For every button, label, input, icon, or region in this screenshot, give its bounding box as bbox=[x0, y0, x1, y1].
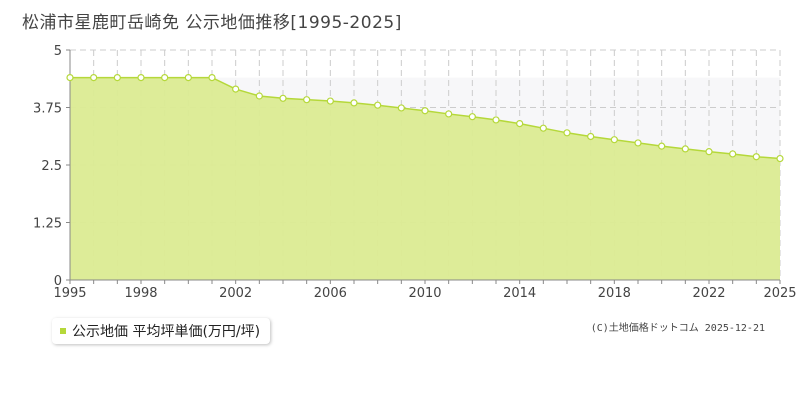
y-tick-label: 1.25 bbox=[33, 217, 62, 232]
x-tick-label: 2018 bbox=[598, 286, 631, 301]
y-tick-label: 0 bbox=[54, 274, 62, 289]
x-tick-label: 1995 bbox=[53, 286, 86, 301]
x-tick-label: 2010 bbox=[408, 286, 441, 301]
data-point bbox=[137, 73, 145, 82]
x-tick-label: 2002 bbox=[219, 286, 252, 301]
x-tick-label: 2006 bbox=[314, 286, 347, 301]
data-point bbox=[516, 119, 524, 128]
data-point bbox=[255, 92, 263, 100]
data-point bbox=[729, 150, 737, 158]
data-point bbox=[161, 73, 169, 82]
data-point bbox=[232, 85, 240, 93]
data-point bbox=[303, 96, 311, 104]
data-point bbox=[374, 101, 382, 109]
legend: 公示地価 平均坪単価(万円/坪) bbox=[52, 318, 271, 344]
data-point bbox=[587, 132, 595, 141]
data-point bbox=[468, 113, 476, 121]
x-tick-label: 1998 bbox=[124, 286, 157, 301]
data-point bbox=[492, 116, 500, 124]
data-point bbox=[563, 129, 571, 137]
y-tick-label: 2.5 bbox=[41, 159, 62, 174]
x-tick-label: 2014 bbox=[503, 286, 536, 301]
data-point bbox=[634, 139, 642, 147]
data-points bbox=[66, 73, 784, 163]
axes bbox=[66, 49, 781, 284]
data-point bbox=[66, 73, 74, 82]
data-point bbox=[705, 148, 713, 156]
y-tick-label: 3.75 bbox=[33, 102, 62, 117]
x-tick-label: 2025 bbox=[763, 286, 796, 301]
data-point bbox=[326, 97, 334, 105]
legend-label: 公示地価 平均坪単価(万円/坪) bbox=[72, 324, 261, 340]
x-tick-label: 2022 bbox=[692, 286, 725, 301]
data-point bbox=[113, 73, 121, 82]
y-tick-label: 5 bbox=[54, 44, 62, 59]
data-point bbox=[681, 145, 689, 153]
data-point bbox=[610, 136, 618, 144]
data-point bbox=[397, 104, 405, 112]
data-point bbox=[279, 94, 287, 102]
data-point bbox=[421, 107, 429, 115]
data-point bbox=[90, 73, 98, 82]
data-point bbox=[445, 110, 453, 118]
credit-text: (C)土地価格ドットコム 2025-12-21 bbox=[590, 323, 765, 334]
area-fill bbox=[70, 77, 780, 280]
chart-title: 松浦市星鹿町岳崎免 公示地価推移[1995-2025] bbox=[22, 13, 402, 33]
data-point bbox=[539, 124, 547, 132]
data-point bbox=[776, 154, 784, 163]
data-point bbox=[658, 142, 666, 150]
data-point bbox=[752, 153, 760, 161]
tick-labels: 0 1.25 2.5 3.75 5 1995 1998 2002 2006 2010 2014 201… bbox=[33, 44, 797, 301]
data-point bbox=[208, 73, 216, 82]
data-point bbox=[350, 99, 358, 107]
legend-swatch-icon bbox=[60, 328, 66, 334]
data-point bbox=[184, 73, 192, 82]
